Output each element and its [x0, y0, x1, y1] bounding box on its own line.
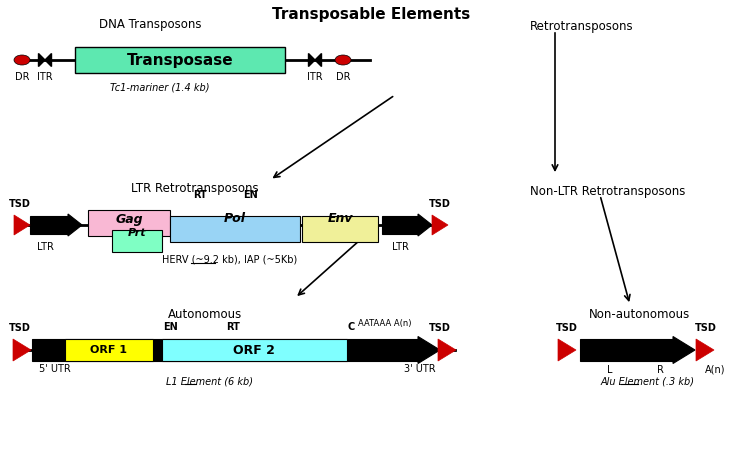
Ellipse shape	[335, 55, 351, 65]
Polygon shape	[418, 337, 440, 364]
Text: LTR: LTR	[392, 242, 408, 252]
Text: ORF 2: ORF 2	[233, 343, 275, 356]
Text: TSD: TSD	[695, 323, 717, 333]
Bar	[88, 210, 170, 236]
Text: HERV (~9.2 kb), IAP (~5Kb): HERV (~9.2 kb), IAP (~5Kb)	[162, 255, 298, 265]
Text: Env: Env	[327, 212, 352, 225]
Bar	[382, 216, 418, 234]
Text: EN: EN	[243, 190, 257, 200]
Text: R: R	[657, 365, 663, 375]
Text: ITR: ITR	[307, 72, 323, 82]
Text: TSD: TSD	[429, 323, 451, 333]
Text: AATAAA A(n): AATAAA A(n)	[358, 319, 412, 328]
Bar	[112, 230, 162, 252]
Polygon shape	[68, 214, 82, 236]
Text: RT: RT	[226, 322, 240, 332]
Bar	[65, 339, 153, 361]
Text: TSD: TSD	[429, 199, 451, 209]
Bar	[75, 47, 285, 73]
Text: LTR Retrotransposons: LTR Retrotransposons	[131, 182, 259, 195]
Text: Transposase: Transposase	[127, 53, 233, 68]
Text: LTR: LTR	[36, 242, 53, 252]
Text: Transposable Elements: Transposable Elements	[272, 7, 470, 22]
Text: Non-LTR Retrotransposons: Non-LTR Retrotransposons	[530, 185, 686, 198]
Polygon shape	[558, 339, 576, 361]
Text: Autonomous: Autonomous	[168, 308, 242, 321]
Polygon shape	[309, 54, 315, 67]
Polygon shape	[45, 54, 51, 67]
Text: Prt: Prt	[128, 228, 146, 238]
Polygon shape	[14, 215, 30, 235]
Polygon shape	[13, 339, 31, 361]
Text: Non-autonomous: Non-autonomous	[589, 308, 691, 321]
Text: L: L	[607, 365, 613, 375]
Text: C: C	[347, 322, 355, 332]
Ellipse shape	[14, 55, 30, 65]
Text: DR: DR	[335, 72, 350, 82]
Text: EN: EN	[162, 322, 177, 332]
Text: Alu Element (.3 kb): Alu Element (.3 kb)	[601, 376, 695, 386]
Text: RT: RT	[193, 190, 207, 200]
Bar	[580, 339, 673, 361]
Text: 3' UTR: 3' UTR	[404, 364, 436, 374]
Text: Gag: Gag	[115, 212, 142, 225]
Text: DNA Transposons: DNA Transposons	[99, 18, 201, 31]
Bar	[302, 216, 378, 242]
Text: Tc1-mariner (1.4 kb): Tc1-mariner (1.4 kb)	[111, 83, 210, 93]
Text: Pol: Pol	[224, 212, 246, 225]
Polygon shape	[438, 339, 456, 361]
Text: TSD: TSD	[9, 199, 31, 209]
Text: DR: DR	[15, 72, 29, 82]
Bar	[30, 216, 68, 234]
Polygon shape	[696, 339, 714, 361]
Bar	[170, 216, 300, 242]
Text: 5' UTR: 5' UTR	[39, 364, 71, 374]
Polygon shape	[315, 54, 321, 67]
Text: Retrotransposons: Retrotransposons	[530, 20, 634, 33]
Polygon shape	[432, 215, 448, 235]
Text: ITR: ITR	[37, 72, 53, 82]
Text: L1 Element (6 kb): L1 Element (6 kb)	[166, 376, 254, 386]
Text: TSD: TSD	[556, 323, 578, 333]
Text: A(n): A(n)	[705, 365, 725, 375]
Bar	[162, 339, 347, 361]
Bar	[32, 339, 418, 361]
Polygon shape	[418, 214, 432, 236]
Text: TSD: TSD	[9, 323, 31, 333]
Polygon shape	[673, 337, 695, 364]
Text: ORF 1: ORF 1	[91, 345, 128, 355]
Polygon shape	[39, 54, 45, 67]
